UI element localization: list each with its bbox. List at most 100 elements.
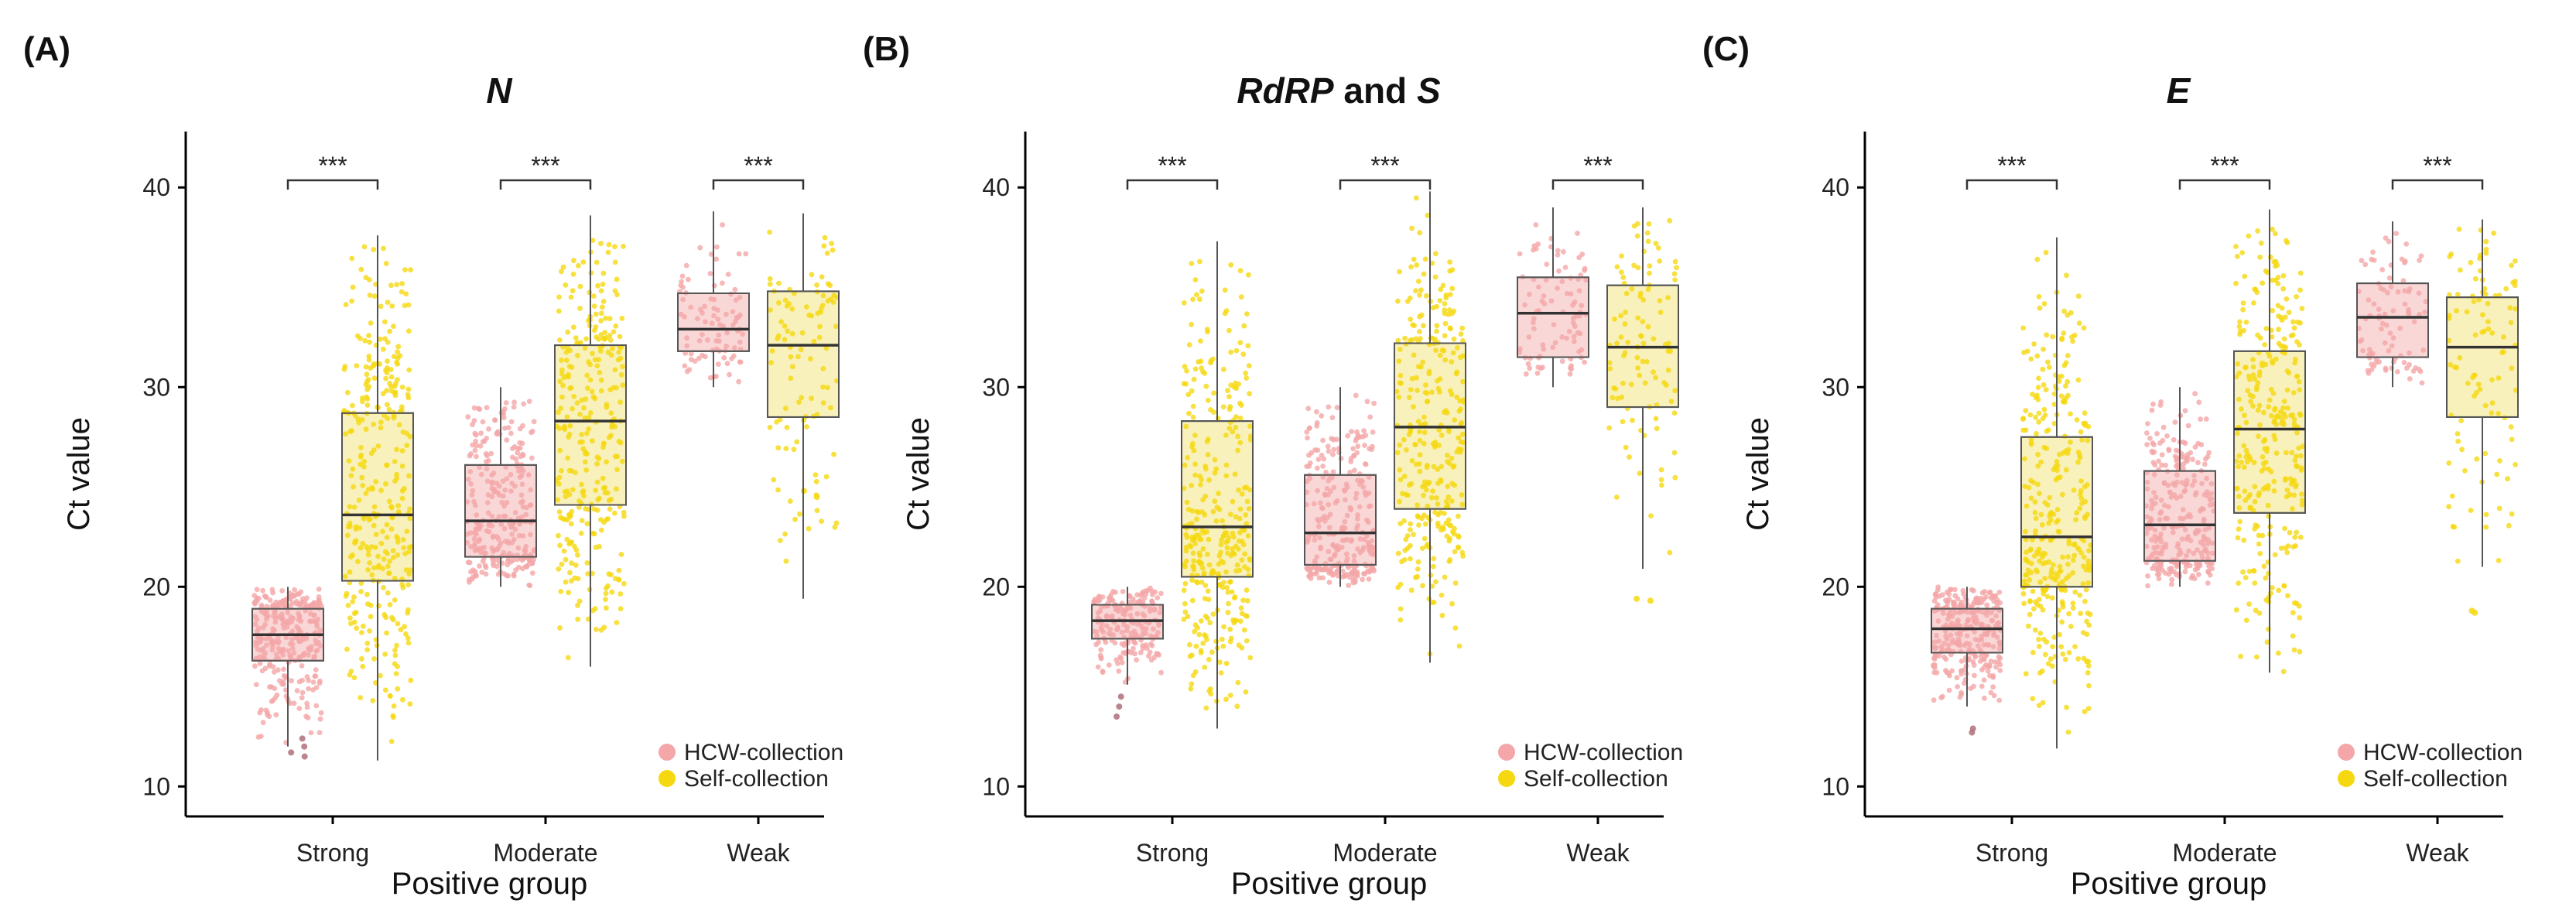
- data-point: [408, 677, 414, 683]
- data-point: [1534, 370, 1541, 376]
- data-point: [2382, 340, 2388, 346]
- data-point: [2150, 401, 2156, 407]
- data-point: [604, 459, 610, 465]
- data-point: [2243, 320, 2249, 325]
- data-point: [357, 453, 364, 460]
- data-point: [776, 280, 782, 286]
- data-point: [1235, 433, 1240, 440]
- data-point: [2270, 585, 2275, 590]
- data-point: [1938, 695, 1945, 700]
- outlier-point: [1634, 595, 1640, 602]
- data-point: [393, 671, 399, 676]
- data-point: [1411, 352, 1417, 358]
- data-point: [1312, 537, 1318, 543]
- data-point: [1982, 631, 1989, 638]
- data-point: [2183, 561, 2189, 566]
- data-point: [1454, 395, 1460, 400]
- data-point: [296, 613, 303, 619]
- data-point: [1305, 405, 1312, 412]
- data-point: [529, 455, 535, 461]
- data-point: [382, 687, 388, 693]
- data-point: [2290, 633, 2296, 639]
- data-point: [283, 635, 289, 641]
- data-point: [2039, 522, 2045, 528]
- data-point: [2300, 443, 2306, 450]
- data-point: [264, 642, 269, 648]
- data-point: [1189, 388, 1195, 394]
- data-point: [2483, 238, 2489, 245]
- data-point: [1187, 542, 1192, 549]
- x-axis-title: Positive group: [2071, 867, 2266, 901]
- data-point: [2070, 600, 2076, 607]
- data-point: [605, 516, 611, 522]
- data-point: [2260, 454, 2266, 460]
- data-point: [708, 251, 714, 257]
- data-point: [2482, 450, 2489, 457]
- data-point: [1095, 615, 1101, 621]
- data-point: [614, 620, 620, 625]
- data-point: [1564, 335, 1569, 341]
- data-point: [576, 598, 583, 604]
- data-point: [272, 669, 277, 675]
- data-point: [2284, 450, 2289, 456]
- data-point: [2272, 405, 2278, 412]
- data-point: [1397, 372, 1404, 378]
- data-point: [359, 474, 365, 481]
- data-point: [775, 445, 782, 451]
- data-point: [1205, 588, 1211, 594]
- data-point: [2045, 359, 2051, 365]
- data-point: [1394, 450, 1401, 456]
- data-point: [1424, 464, 1430, 470]
- jitter-points-hcw-collection: [1517, 222, 1589, 377]
- data-point: [1131, 645, 1136, 652]
- data-point: [1404, 533, 1411, 539]
- data-point: [570, 271, 576, 277]
- data-point: [2161, 525, 2167, 531]
- data-point: [2184, 553, 2189, 559]
- data-point: [1311, 501, 1317, 507]
- data-point: [2199, 554, 2205, 560]
- data-point: [1211, 409, 1216, 415]
- data-point: [559, 467, 564, 474]
- data-point: [2276, 327, 2281, 333]
- data-point: [736, 251, 742, 257]
- data-point: [2252, 580, 2258, 586]
- data-point: [2267, 254, 2273, 260]
- data-point: [2254, 654, 2260, 660]
- data-point: [391, 703, 397, 709]
- data-point: [2297, 453, 2304, 459]
- data-point: [1103, 623, 1110, 629]
- data-point: [2390, 308, 2396, 314]
- data-point: [2499, 350, 2505, 355]
- data-point: [2059, 599, 2065, 605]
- data-point: [2252, 376, 2258, 382]
- data-point: [516, 522, 522, 527]
- data-point: [2062, 399, 2068, 405]
- data-point: [2159, 462, 2164, 468]
- data-point: [1332, 500, 1339, 506]
- data-point: [2070, 338, 2075, 344]
- data-point: [1331, 447, 1337, 453]
- data-point: [389, 614, 395, 621]
- data-point: [1949, 668, 1955, 674]
- data-point: [2281, 583, 2287, 589]
- data-point: [1220, 643, 1226, 649]
- data-point: [2236, 396, 2242, 402]
- data-point: [491, 486, 498, 492]
- data-point: [2251, 568, 2257, 574]
- data-point: [2270, 307, 2275, 313]
- data-point: [1226, 535, 1232, 540]
- data-point: [384, 535, 390, 540]
- data-point: [1229, 589, 1235, 595]
- data-point: [288, 657, 294, 662]
- data-point: [2407, 350, 2412, 356]
- data-point: [287, 641, 293, 647]
- data-point: [308, 730, 314, 736]
- data-point: [614, 467, 620, 473]
- data-point: [1189, 577, 1195, 583]
- data-point: [478, 430, 484, 436]
- data-point: [2033, 515, 2039, 522]
- data-point: [2270, 391, 2277, 396]
- data-point: [347, 429, 354, 435]
- data-point: [1189, 681, 1195, 687]
